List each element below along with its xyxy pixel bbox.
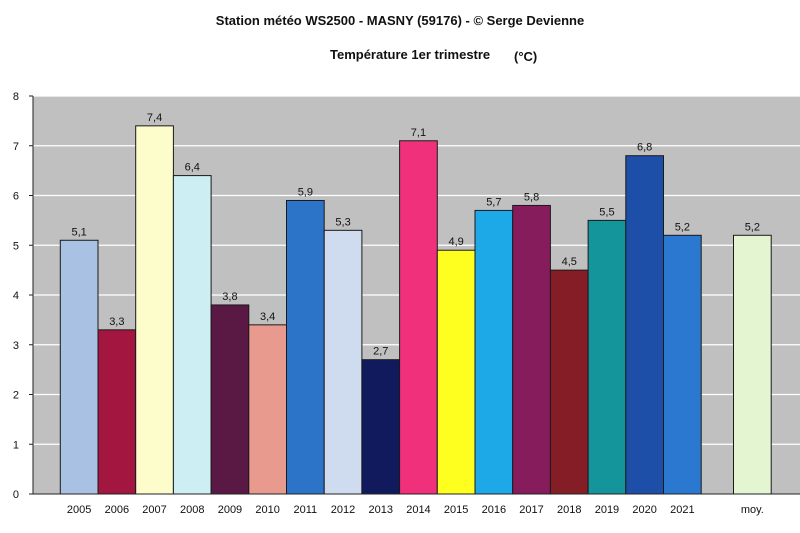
bar <box>286 199 325 495</box>
y-tick-label: 4 <box>13 290 19 302</box>
x-tick-label: 2013 <box>369 504 393 516</box>
y-tick-label: 0 <box>13 489 19 501</box>
y-tick-label: 5 <box>13 240 19 252</box>
bar <box>512 204 551 495</box>
bar <box>663 234 702 495</box>
data-label: 4,5 <box>562 256 577 268</box>
x-tick-label: 2014 <box>406 504 430 516</box>
bar <box>210 304 250 495</box>
data-label: 5,9 <box>298 186 313 198</box>
data-label: 7,1 <box>411 127 426 139</box>
x-tick-label: 2017 <box>519 504 543 516</box>
y-tick-label: 2 <box>13 390 19 402</box>
x-tick-label: 2019 <box>595 504 619 516</box>
bar <box>361 359 401 495</box>
bar <box>248 324 288 495</box>
data-label: 3,8 <box>222 291 237 303</box>
y-tick-label: 1 <box>13 439 19 451</box>
data-label: 4,9 <box>449 236 464 248</box>
data-label: 5,5 <box>599 206 614 218</box>
x-tick-label: 2010 <box>255 504 279 516</box>
y-tick-label: 8 <box>13 91 19 103</box>
data-label: 2,7 <box>373 346 388 358</box>
data-label: 6,8 <box>637 142 652 154</box>
bar <box>97 329 137 495</box>
x-tick-label: 2008 <box>180 504 204 516</box>
x-tick-label: 2007 <box>142 504 166 516</box>
data-label: 5,1 <box>72 226 87 238</box>
bar <box>733 234 772 495</box>
x-tick-label: 2005 <box>67 504 91 516</box>
data-label: 3,4 <box>260 311 275 323</box>
bar <box>135 125 174 495</box>
x-tick-label: 2016 <box>482 504 506 516</box>
bar <box>59 239 99 495</box>
bar <box>587 219 627 495</box>
bar <box>172 175 212 495</box>
x-tick-label: 2012 <box>331 504 355 516</box>
bar <box>399 140 438 495</box>
unit-label: (°C) <box>514 49 538 64</box>
y-tick-label: 7 <box>13 141 19 153</box>
bar <box>549 269 589 495</box>
bar <box>436 249 476 495</box>
x-tick-label: 2009 <box>218 504 242 516</box>
x-tick-label: 2015 <box>444 504 468 516</box>
data-label: 6,4 <box>185 162 200 174</box>
chart-subtitle: Température 1er trimestre <box>330 47 491 62</box>
x-tick-label: 2006 <box>105 504 129 516</box>
bar <box>625 155 664 495</box>
x-tick-label: moy. <box>741 504 764 516</box>
bar <box>474 209 514 495</box>
x-axis: 2005 2006 2007 2008 2009 2010 2011 2012 2013 2014… <box>33 493 800 516</box>
data-label: 7,4 <box>147 112 162 124</box>
y-tick-label: 6 <box>13 191 19 203</box>
x-tick-label: 2020 <box>632 504 656 516</box>
bars: 5,1 3,3 7,4 6,4 3,8 3,4 5,9 5,3 2,7 7,1 4,9 5,7 5,8 4… <box>59 112 772 495</box>
data-label: 5,3 <box>335 216 350 228</box>
data-label: 5,7 <box>486 196 501 208</box>
y-tick-label: 3 <box>13 340 19 352</box>
y-axis: 0 1 2 3 4 5 6 7 8 <box>13 91 34 501</box>
data-label: 5,2 <box>745 221 760 233</box>
x-tick-label: 2021 <box>670 504 694 516</box>
data-label: 5,8 <box>524 191 539 203</box>
data-label: 3,3 <box>109 316 124 328</box>
bar <box>323 229 363 495</box>
x-tick-label: 2011 <box>294 504 318 516</box>
data-label: 5,2 <box>675 221 690 233</box>
chart-title: Station météo WS2500 - MASNY (59176) - ©… <box>215 13 585 28</box>
x-tick-label: 2018 <box>557 504 581 516</box>
